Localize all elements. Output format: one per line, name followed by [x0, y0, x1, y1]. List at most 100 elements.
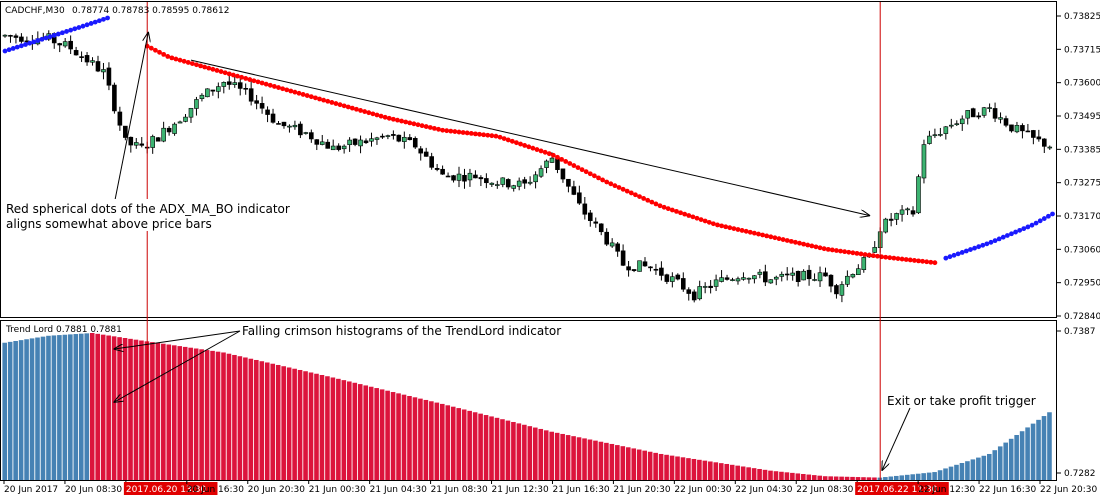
red-dot: [362, 109, 368, 114]
candle-body: [899, 209, 905, 215]
red-dot: [587, 171, 593, 177]
price-panel[interactable]: [0, 1, 1057, 318]
red-dot: [440, 127, 445, 133]
red-dot: [522, 143, 528, 148]
blue-dot: [968, 247, 973, 252]
red-dot: [542, 149, 548, 155]
red-dot: [317, 96, 322, 102]
red-dot: [276, 85, 281, 90]
candle-body: [987, 107, 992, 109]
indicator-tick-label: 0.7282: [1064, 469, 1096, 479]
candle-body: [1025, 130, 1031, 133]
histogram-bar: [910, 474, 916, 480]
candle-body: [478, 177, 484, 180]
histogram-bar: [675, 456, 680, 480]
red-dot: [489, 133, 495, 139]
red-dot: [633, 192, 638, 198]
red-dot: [608, 181, 614, 187]
candle-body: [959, 118, 965, 125]
candle-body: [812, 279, 817, 281]
red-dot: [932, 260, 938, 266]
blue-dot: [976, 244, 982, 250]
red-dot: [809, 243, 815, 249]
red-dot: [731, 226, 737, 231]
red-dot: [788, 238, 794, 244]
candle-body: [883, 218, 888, 233]
histogram-bar: [286, 367, 292, 480]
blue-dot: [972, 245, 977, 251]
red-dot: [313, 95, 318, 101]
histogram-bar: [297, 369, 303, 480]
candle-body: [943, 126, 949, 134]
red-dot: [185, 60, 191, 65]
histogram-bar: [757, 468, 762, 480]
candle-body: [768, 279, 774, 284]
time-tick-label: 21 Jun 00:30: [309, 485, 366, 495]
histogram-bar: [850, 476, 855, 480]
candle-body: [522, 179, 527, 184]
candle-body: [1042, 138, 1047, 147]
red-dot: [559, 156, 564, 162]
time-tick-label: 20 Jun 08:30: [65, 485, 122, 495]
histogram-bar: [243, 357, 248, 480]
red-dot: [924, 259, 930, 265]
annotation-arrow: [114, 33, 148, 201]
candle-body: [992, 108, 998, 119]
histogram-bar: [653, 452, 658, 480]
red-dot: [591, 173, 597, 179]
candle-body: [538, 168, 544, 177]
dots-note-line1: Red spherical dots of the ADX_MA_BO indi…: [6, 202, 290, 216]
red-dot: [706, 219, 712, 225]
candle-body: [172, 123, 177, 134]
candle-body: [609, 242, 615, 247]
candle-body: [724, 277, 730, 280]
price-tick-label: 0.73060: [1064, 245, 1100, 255]
candle-body: [68, 40, 73, 50]
red-dot: [444, 128, 450, 134]
candle-body: [1047, 146, 1053, 149]
candle-body: [445, 175, 451, 178]
price-tick-label: 0.73600: [1064, 79, 1100, 89]
candle-body: [309, 132, 314, 140]
histogram-bar: [965, 461, 970, 480]
red-dot: [366, 110, 372, 116]
histogram-bar: [456, 408, 462, 480]
candle-body: [620, 250, 626, 266]
red-dot: [567, 161, 573, 166]
blue-dot: [955, 251, 961, 257]
red-dot: [468, 131, 474, 136]
candle-body: [467, 172, 473, 181]
red-dot: [288, 88, 294, 94]
candle-body: [440, 168, 445, 175]
candle-body: [298, 123, 303, 136]
histogram-bar: [467, 410, 472, 480]
candle-body: [216, 86, 221, 92]
candle-body: [456, 173, 462, 181]
blue-dot: [984, 241, 990, 247]
red-dot: [526, 144, 532, 150]
candle-body: [358, 139, 363, 147]
candle-body: [949, 124, 954, 127]
blue-dot: [60, 30, 65, 36]
blue-dot: [6, 47, 12, 53]
histogram-bar: [751, 468, 757, 480]
histogram-bar: [150, 342, 155, 480]
candle-body: [396, 134, 402, 142]
histogram-bar: [571, 436, 576, 480]
candle-body: [631, 269, 637, 271]
histogram-bar: [51, 335, 57, 480]
blue-dot: [1004, 233, 1010, 238]
red-dot: [226, 71, 232, 77]
blue-dot: [947, 254, 953, 260]
candle-body: [675, 274, 681, 280]
histogram-bar: [379, 389, 385, 480]
candle-body: [188, 107, 194, 118]
red-dot: [395, 117, 400, 123]
candle-body: [139, 143, 145, 146]
indicator-tick-label: 0.7387: [1064, 327, 1096, 337]
red-dot: [485, 132, 491, 138]
histogram-bar: [390, 392, 396, 480]
histogram-bar: [188, 347, 193, 480]
histogram-bar: [937, 470, 943, 480]
